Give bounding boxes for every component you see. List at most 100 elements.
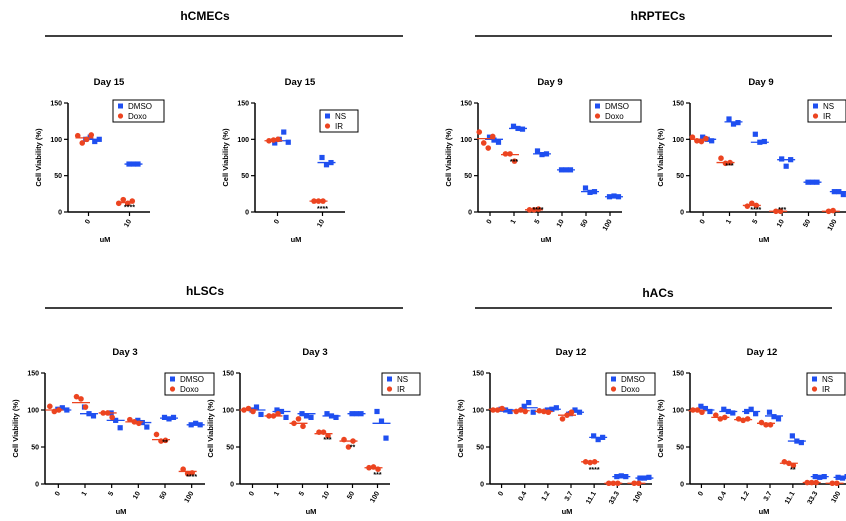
y-tick-label: 100 — [672, 408, 684, 415]
panel-title: Day 15 — [94, 77, 125, 88]
legend-label: DMSO — [128, 102, 152, 111]
data-point — [730, 410, 736, 416]
data-point — [378, 418, 385, 424]
x-tick-label: 1.2 — [740, 490, 751, 502]
panel-title: Day 3 — [112, 347, 137, 358]
data-point — [545, 409, 552, 416]
y-tick-label: 150 — [672, 371, 684, 378]
data-point — [553, 405, 559, 411]
x-axis-label: uM — [562, 507, 573, 516]
data-point — [124, 200, 131, 207]
x-tick-label: 1 — [81, 490, 89, 497]
significance-label: *** — [778, 207, 786, 214]
x-tick-label: 100 — [602, 218, 614, 232]
y-tick-label: 100 — [237, 137, 249, 144]
x-tick-label: 11.1 — [784, 490, 797, 505]
data-point — [709, 138, 715, 144]
data-point — [511, 158, 518, 164]
legend-marker — [386, 386, 393, 392]
data-point — [694, 407, 701, 413]
x-tick-label: 0 — [54, 490, 62, 497]
data-point — [507, 408, 513, 415]
data-point — [120, 196, 127, 203]
data-point — [476, 129, 483, 135]
data-point — [690, 407, 696, 413]
x-tick-label: 0 — [486, 218, 494, 225]
x-axis-label: uM — [100, 235, 111, 244]
y-tick-label: 100 — [222, 408, 234, 415]
data-point — [325, 433, 331, 439]
data-point — [153, 431, 160, 438]
data-point — [559, 416, 566, 422]
legend-label: DMSO — [180, 375, 204, 384]
data-point — [611, 193, 617, 199]
data-point — [749, 200, 755, 207]
y-axis-label: Cell Viability (%) — [444, 128, 453, 187]
data-point — [161, 414, 168, 420]
x-tick-label: 10 — [556, 218, 566, 228]
y-tick-label: 50 — [31, 445, 39, 452]
x-tick-label: 5 — [298, 490, 306, 497]
section-title: hCMECs — [180, 9, 230, 23]
x-axis-label: uM — [541, 235, 552, 244]
data-point — [162, 437, 169, 444]
x-tick-label: 5 — [534, 218, 542, 225]
y-tick-label: 150 — [237, 101, 249, 108]
data-point — [646, 474, 652, 480]
data-point — [712, 412, 719, 418]
y-tick-label: 100 — [27, 408, 39, 415]
legend-marker — [813, 103, 818, 109]
data-point — [300, 423, 306, 430]
section-title: hRPTECs — [631, 9, 686, 23]
data-point — [115, 200, 122, 207]
data-point — [817, 474, 823, 480]
legend-marker — [169, 386, 176, 392]
data-point — [771, 414, 777, 420]
data-point — [507, 151, 513, 157]
data-point — [587, 459, 593, 466]
x-tick-label: 11.1 — [585, 490, 598, 505]
data-point — [170, 414, 177, 420]
x-axis-label: uM — [759, 507, 770, 516]
x-tick-label: 10 — [321, 490, 331, 500]
x-tick-label: 3.7 — [763, 490, 774, 502]
significance-label: ** — [350, 445, 356, 452]
data-point — [180, 466, 186, 473]
data-point — [721, 406, 727, 412]
data-point — [295, 416, 302, 422]
data-point — [272, 140, 278, 146]
data-point — [73, 393, 80, 400]
legend-marker — [170, 376, 175, 382]
significance-label: **** — [533, 207, 544, 214]
data-point — [702, 405, 709, 412]
data-point — [789, 433, 795, 439]
data-point — [790, 462, 797, 469]
data-point — [844, 474, 846, 480]
y-tick-label: 0 — [245, 210, 249, 217]
data-point — [135, 417, 141, 423]
legend-marker — [610, 386, 617, 392]
data-point — [572, 407, 578, 413]
data-point — [568, 409, 575, 416]
data-point — [753, 411, 759, 417]
legend-label: DMSO — [621, 375, 645, 384]
y-tick-label: 150 — [472, 371, 484, 378]
data-point — [324, 411, 330, 417]
data-point — [303, 413, 310, 419]
x-tick-label: 50 — [802, 218, 812, 228]
data-point — [480, 140, 487, 146]
data-point — [591, 433, 597, 439]
data-point — [744, 416, 751, 422]
legend-box — [112, 99, 165, 123]
significance-label: **** — [124, 205, 135, 212]
legend-box — [589, 99, 642, 123]
data-point — [117, 425, 123, 431]
y-tick-label: 0 — [480, 482, 484, 489]
x-axis-label: uM — [116, 507, 127, 516]
data-point — [79, 140, 86, 146]
legend-marker — [324, 123, 331, 129]
data-point — [526, 400, 532, 406]
panel-title: Day 15 — [285, 77, 316, 88]
y-axis-label: Cell Viability (%) — [11, 399, 20, 458]
data-point — [166, 416, 172, 422]
